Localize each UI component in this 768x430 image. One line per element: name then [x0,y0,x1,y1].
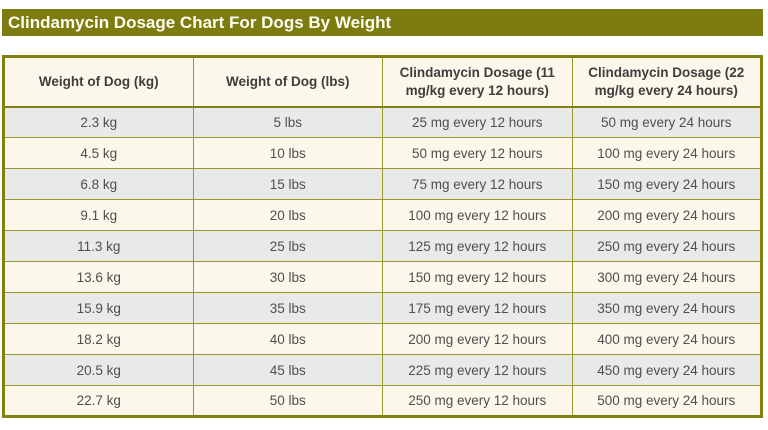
table-cell: 4.5 kg [3,137,194,169]
table-cell: 25 mg every 12 hours [382,106,573,138]
table-cell: 100 mg every 24 hours [571,137,762,169]
table-row: 6.8 kg 15 lbs 75 mg every 12 hours 150 mg e… [3,168,762,200]
table-row: 4.5 kg 10 lbs 50 mg every 12 hours 100 mg e… [3,137,762,169]
table-cell: 10 lbs [192,137,383,169]
table-row: 11.3 kg 25 lbs 125 mg every 12 hours 250 mg… [3,230,762,262]
column-header-dosage-12h: Clindamycin Dosage (11 mg/kg every 12 ho… [382,56,573,108]
table-cell: 40 lbs [192,323,383,355]
table-cell: 175 mg every 12 hours [382,292,573,324]
table-cell: 6.8 kg [3,168,194,200]
table-cell: 9.1 kg [3,199,194,231]
table-row: 20.5 kg 45 lbs 225 mg every 12 hours 450 mg… [3,354,762,386]
table-cell: 15.9 kg [3,292,194,324]
table-cell: 150 mg every 24 hours [571,168,762,200]
table-cell: 450 mg every 24 hours [571,354,762,386]
table-row: 13.6 kg 30 lbs 150 mg every 12 hours 300 mg… [3,261,762,293]
table-cell: 350 mg every 24 hours [571,292,762,324]
table-header: Weight of Dog (kg) Weight of Dog (lbs) C… [3,56,762,108]
table-cell: 35 lbs [192,292,383,324]
table-row: 15.9 kg 35 lbs 175 mg every 12 hours 350 mg… [3,292,762,324]
table-cell: 50 mg every 24 hours [571,106,762,138]
dosage-table: Weight of Dog (kg) Weight of Dog (lbs) C… [2,55,763,418]
table-cell: 45 lbs [192,354,383,386]
column-header-weight-kg: Weight of Dog (kg) [3,56,194,108]
table-body: 2.3 kg 5 lbs 25 mg every 12 hours 50 mg eve… [3,106,762,417]
table-cell: 25 lbs [192,230,383,262]
table-row: 2.3 kg 5 lbs 25 mg every 12 hours 50 mg eve… [3,106,762,138]
table-row: 18.2 kg 40 lbs 200 mg every 12 hours 400 mg… [3,323,762,355]
table-cell: 5 lbs [192,106,383,138]
page-title: Clindamycin Dosage Chart For Dogs By Wei… [2,9,763,36]
table-cell: 2.3 kg [3,106,194,138]
table-cell: 50 lbs [192,385,383,417]
table-cell: 250 mg every 24 hours [571,230,762,262]
table-cell: 500 mg every 24 hours [571,385,762,417]
table-row: 22.7 kg 50 lbs 250 mg every 12 hours 500 mg… [3,385,762,417]
table-cell: 20.5 kg [3,354,194,386]
table-cell: 400 mg every 24 hours [571,323,762,355]
table-row: 9.1 kg 20 lbs 100 mg every 12 hours 200 mg … [3,199,762,231]
table-cell: 300 mg every 24 hours [571,261,762,293]
table-cell: 75 mg every 12 hours [382,168,573,200]
column-header-dosage-24h: Clindamycin Dosage (22 mg/kg every 24 ho… [571,56,762,108]
table-cell: 125 mg every 12 hours [382,230,573,262]
table-cell: 30 lbs [192,261,383,293]
table-cell: 150 mg every 12 hours [382,261,573,293]
table-cell: 20 lbs [192,199,383,231]
table-cell: 200 mg every 12 hours [382,323,573,355]
table-cell: 250 mg every 12 hours [382,385,573,417]
table-cell: 100 mg every 12 hours [382,199,573,231]
table-cell: 15 lbs [192,168,383,200]
table-cell: 18.2 kg [3,323,194,355]
header-row: Weight of Dog (kg) Weight of Dog (lbs) C… [3,56,762,108]
table-cell: 22.7 kg [3,385,194,417]
table-cell: 200 mg every 24 hours [571,199,762,231]
column-header-weight-lbs: Weight of Dog (lbs) [192,56,383,108]
table-cell: 50 mg every 12 hours [382,137,573,169]
table-cell: 13.6 kg [3,261,194,293]
table-cell: 11.3 kg [3,230,194,262]
table-cell: 225 mg every 12 hours [382,354,573,386]
